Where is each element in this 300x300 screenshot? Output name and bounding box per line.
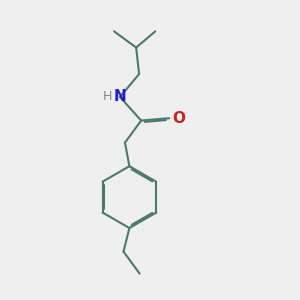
Text: H: H bbox=[103, 91, 112, 103]
Text: O: O bbox=[173, 111, 186, 126]
Text: N: N bbox=[114, 89, 126, 104]
